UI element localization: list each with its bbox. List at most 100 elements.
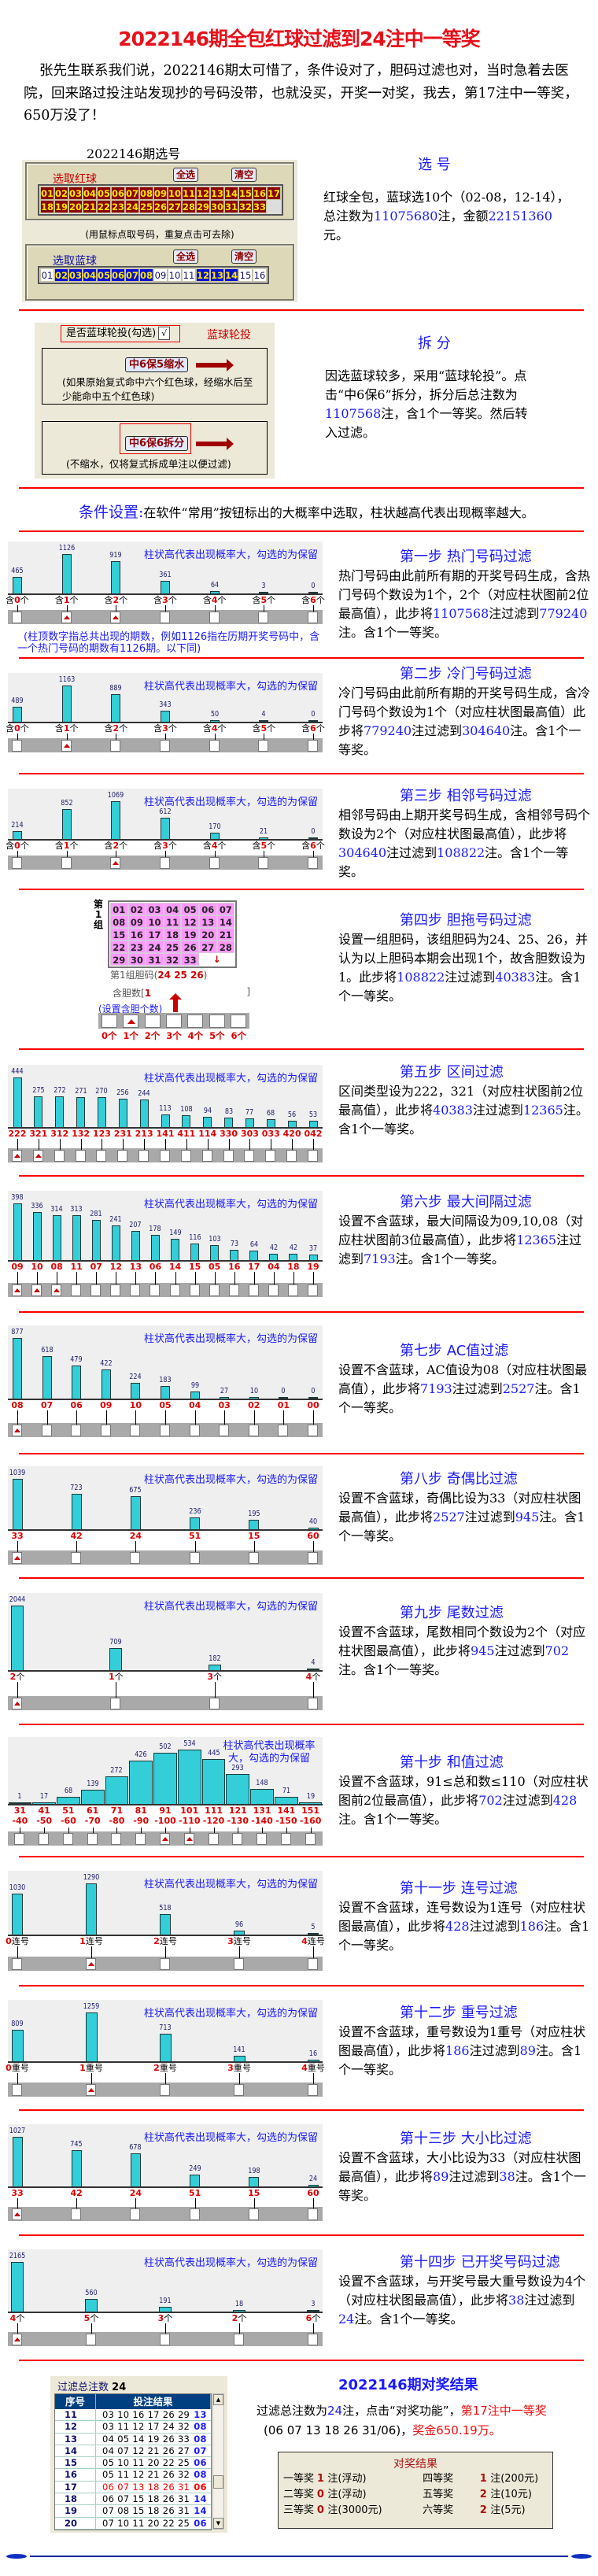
checkbox[interactable] [265, 1150, 276, 1162]
dan-number-cell[interactable]: 03 [146, 903, 164, 915]
dan-number-cell[interactable]: 18 [163, 928, 182, 941]
checkbox[interactable] [209, 1698, 220, 1709]
checkbox[interactable] [12, 740, 22, 752]
dan-number-cell[interactable]: 10 [146, 915, 164, 928]
blue-ball-selected[interactable]: 03 [68, 268, 83, 282]
checkbox[interactable] [208, 1833, 219, 1845]
red-ball[interactable]: 18 [40, 200, 54, 213]
scroll-down-icon[interactable]: ▼ [213, 2518, 223, 2529]
dan-number-cell[interactable]: 32 [163, 953, 182, 966]
blue-ball[interactable]: 11 [182, 268, 196, 282]
dan-number-cell[interactable]: 25 [163, 941, 182, 953]
check-icon[interactable]: √ [158, 327, 171, 340]
checkbox-checked[interactable] [110, 857, 121, 869]
checkbox[interactable] [160, 2334, 170, 2345]
checkbox[interactable] [308, 2334, 318, 2345]
table-row[interactable]: 20 07 10 11 20 22 25 06 [55, 2517, 211, 2530]
checkbox[interactable] [278, 1425, 289, 1436]
checkbox-checked[interactable] [86, 1958, 96, 1970]
dan-number-cell[interactable]: 04 [163, 903, 182, 915]
scroll-up-icon[interactable]: ▲ [213, 2394, 223, 2405]
checkbox-checked[interactable] [110, 612, 121, 623]
checkbox[interactable] [248, 2208, 259, 2220]
checkbox[interactable] [258, 857, 269, 869]
checkbox[interactable] [110, 740, 121, 752]
blue-ball-selected[interactable]: 06 [111, 268, 125, 282]
checkbox[interactable] [189, 1552, 200, 1564]
checkbox-checked[interactable] [12, 1150, 22, 1162]
checkbox[interactable] [12, 612, 22, 623]
blue-ball-selected[interactable]: 07 [125, 268, 139, 282]
checkbox[interactable] [71, 1552, 82, 1564]
dan-number-cell[interactable]: 19 [181, 928, 199, 941]
checkbox[interactable] [180, 1150, 191, 1162]
checkbox[interactable] [219, 1425, 230, 1436]
dan-number-cell[interactable]: 05 [181, 903, 199, 915]
checkbox[interactable] [130, 1425, 141, 1436]
red-ball[interactable]: 12 [196, 187, 210, 200]
checkbox[interactable] [189, 1284, 200, 1296]
split-button[interactable]: 中6保6拆分 [125, 436, 189, 451]
red-select-all-button[interactable]: 全选 [173, 168, 198, 182]
blue-ball-selected[interactable]: 04 [83, 268, 97, 282]
checkbox[interactable] [287, 1284, 298, 1296]
checkbox-checked[interactable] [61, 740, 72, 752]
checkbox[interactable] [308, 1284, 318, 1296]
blue-ball-selected[interactable]: 14 [224, 268, 238, 282]
red-ball[interactable]: 16 [253, 187, 267, 200]
dan-number-cell[interactable]: 06 [198, 903, 217, 915]
blue-ball[interactable]: 10 [168, 268, 182, 282]
red-ball[interactable]: 27 [168, 200, 182, 213]
red-ball[interactable]: 02 [54, 187, 68, 200]
checkbox[interactable] [308, 1552, 318, 1564]
checkbox[interactable] [248, 1425, 259, 1436]
dan-count-checkbox[interactable] [187, 1014, 204, 1028]
red-ball[interactable]: 23 [111, 200, 125, 213]
dan-number-cell[interactable]: 13 [198, 915, 217, 928]
checkbox[interactable] [61, 857, 72, 869]
checkbox[interactable] [62, 1833, 73, 1845]
checkbox[interactable] [41, 1425, 52, 1436]
red-ball[interactable]: 14 [224, 187, 238, 200]
dan-number-cell[interactable]: 01 [110, 903, 128, 915]
red-ball[interactable]: 28 [182, 200, 196, 213]
red-ball[interactable]: 04 [83, 187, 97, 200]
checkbox[interactable] [160, 1958, 170, 1970]
blue-ball[interactable]: 15 [238, 268, 253, 282]
blue-clear-button[interactable]: 清空 [231, 249, 257, 264]
red-ball[interactable]: 05 [97, 187, 111, 200]
checkbox[interactable] [130, 1284, 141, 1296]
checkbox-checked[interactable] [160, 1833, 170, 1845]
blue-ball-selected[interactable]: 05 [97, 268, 111, 282]
checkbox[interactable] [223, 1150, 234, 1162]
dan-count-checkbox[interactable] [209, 1014, 225, 1028]
dan-number-cell[interactable]: 02 [127, 903, 146, 915]
red-ball[interactable]: 19 [54, 200, 68, 213]
checkbox[interactable] [305, 1833, 316, 1845]
dan-number-cell[interactable]: 33 [181, 953, 199, 966]
checkbox[interactable] [169, 1284, 180, 1296]
table-row[interactable]: 12 03 11 12 17 24 32 08 [55, 2421, 211, 2434]
red-ball[interactable]: 11 [182, 187, 196, 200]
checkbox[interactable] [160, 2084, 170, 2096]
dan-number-cell[interactable]: 30 [127, 953, 146, 966]
blue-ball-selected[interactable]: 02 [54, 268, 68, 282]
checkbox[interactable] [209, 740, 220, 752]
red-clear-button[interactable]: 清空 [231, 168, 257, 182]
checkbox[interactable] [308, 1698, 318, 1709]
table-row[interactable]: 18 06 07 15 18 26 31 14 [55, 2493, 211, 2506]
red-ball[interactable]: 10 [168, 187, 182, 200]
checkbox-checked[interactable] [32, 1150, 43, 1162]
checkbox[interactable] [75, 1150, 86, 1162]
dan-number-cell[interactable]: 11 [163, 915, 182, 928]
checkbox[interactable] [258, 740, 269, 752]
table-row[interactable]: 11 03 10 16 17 26 29 13 [55, 2409, 211, 2422]
checkbox[interactable] [286, 1150, 297, 1162]
checkbox[interactable] [71, 1425, 82, 1436]
checkbox[interactable] [280, 1833, 291, 1845]
checkbox[interactable] [308, 612, 318, 623]
checkbox[interactable] [308, 2208, 318, 2220]
checkbox[interactable] [160, 857, 170, 869]
checkbox[interactable] [12, 1958, 22, 1970]
checkbox-checked[interactable] [12, 1698, 22, 1709]
